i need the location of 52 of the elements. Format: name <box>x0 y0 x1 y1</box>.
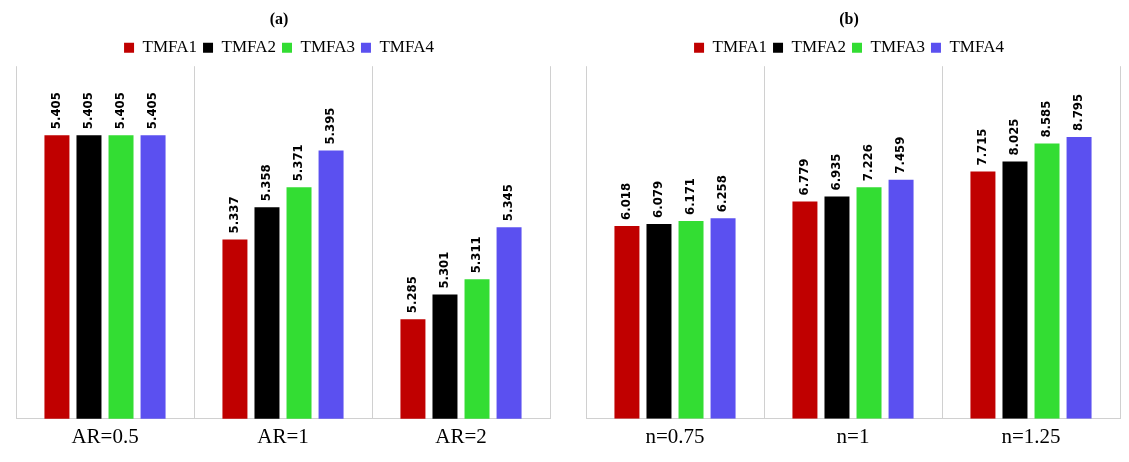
x-tick-label: n=0.75 <box>645 423 705 448</box>
data-label: 5.285 <box>404 276 420 314</box>
data-label: 5.311 <box>468 236 484 274</box>
data-label: 6.079 <box>650 180 666 218</box>
legend-label: TMFA4 <box>379 37 435 57</box>
bar <box>824 196 850 419</box>
bar <box>646 223 672 419</box>
data-label: 5.405 <box>144 92 160 130</box>
bar <box>856 187 882 419</box>
data-label: 7.459 <box>892 136 908 174</box>
data-label: 6.258 <box>714 175 730 213</box>
data-label: 8.585 <box>1038 100 1054 138</box>
legend-label: TMFA3 <box>300 37 355 57</box>
data-label: 6.171 <box>682 177 698 215</box>
bar <box>614 225 640 419</box>
legend-label: TMFA4 <box>949 37 1005 57</box>
legend-label: TMFA3 <box>870 37 925 57</box>
chart-title: (a) <box>269 9 289 28</box>
bar <box>970 171 996 419</box>
bar <box>888 179 914 419</box>
data-label: 5.405 <box>80 92 96 130</box>
bar <box>1034 143 1060 419</box>
data-label: 5.345 <box>500 184 516 222</box>
data-label: 5.405 <box>112 92 128 130</box>
data-label: 5.395 <box>322 107 338 145</box>
data-label: 8.025 <box>1006 118 1022 156</box>
x-tick-label: n=1.25 <box>1001 423 1061 448</box>
data-label: 5.337 <box>226 196 242 234</box>
data-label: 6.779 <box>796 158 812 196</box>
data-label: 5.301 <box>436 251 452 289</box>
bar <box>678 220 704 419</box>
data-label: 7.226 <box>860 144 876 182</box>
bar <box>792 201 818 419</box>
legend-label: TMFA2 <box>791 37 847 57</box>
data-label: 8.795 <box>1070 93 1086 131</box>
data-label: 5.371 <box>290 144 306 182</box>
x-tick-label: AR=2 <box>435 423 487 448</box>
data-label: 7.715 <box>974 128 990 166</box>
bar <box>1066 136 1092 419</box>
data-label: 6.018 <box>618 182 634 220</box>
bar <box>1002 161 1028 419</box>
legend-label: TMFA2 <box>221 37 277 57</box>
legend-label: TMFA1 <box>712 37 768 57</box>
chart-title: (b) <box>839 9 859 28</box>
bar <box>710 218 736 419</box>
x-tick-label: AR=1 <box>257 423 309 448</box>
x-tick-label: AR=0.5 <box>71 423 139 448</box>
data-label: 6.935 <box>828 153 844 191</box>
legend-label: TMFA1 <box>142 37 198 57</box>
x-tick-label: n=1 <box>836 423 870 448</box>
data-label: 5.405 <box>48 92 64 130</box>
data-label: 5.358 <box>258 164 274 202</box>
